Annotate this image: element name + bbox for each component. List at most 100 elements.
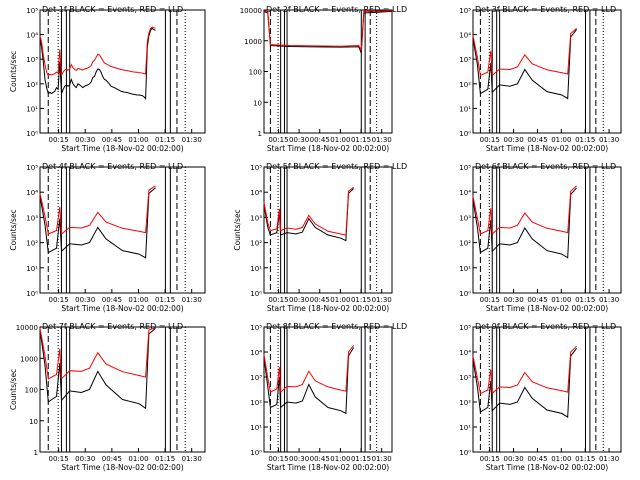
- series-lld-line: [472, 185, 577, 236]
- series-events-line: [263, 10, 393, 54]
- x-axis-label: Start Time (18-Nov-02 00:02:00): [486, 304, 608, 313]
- x-axis-label: Start Time (18-Nov-02 00:02:00): [267, 463, 389, 472]
- x-tick-label: 00:45: [102, 296, 122, 304]
- y-tick-label: 10⁵: [250, 324, 262, 332]
- x-tick-label: 00:45: [527, 296, 547, 304]
- x-tick-label: 00:15: [268, 136, 288, 144]
- series-lld-line: [39, 327, 156, 380]
- x-tick-label: 01:00: [128, 455, 148, 463]
- plot-frame: [263, 326, 393, 453]
- x-tick-label: 00:30: [503, 455, 523, 463]
- x-tick-label: 00:45: [102, 136, 122, 144]
- y-tick-label: 10¹: [250, 424, 262, 432]
- x-tick-label: 01:15: [351, 296, 371, 304]
- x-tick-label: 00:30: [289, 455, 309, 463]
- series-events-line: [472, 187, 577, 259]
- y-tick-label: 10⁰: [250, 449, 262, 457]
- y-tick-label: 10⁵: [26, 164, 38, 172]
- x-tick-label: 00:45: [527, 136, 547, 144]
- x-tick-label: 00:15: [49, 296, 69, 304]
- x-tick-label: 00:15: [49, 136, 69, 144]
- panel-title: Det 3f BLACK = Events, RED = LLD: [475, 5, 616, 14]
- y-tick-label: 10²: [250, 240, 262, 248]
- y-axis-label: Counts/sec: [9, 209, 18, 250]
- x-tick-label: 01:30: [372, 136, 392, 144]
- x-tick-label: 01:00: [128, 296, 148, 304]
- panel-title: Det 4f BLACK = Events, RED = LLD: [42, 162, 183, 171]
- series-lld-line: [472, 345, 577, 395]
- series-lld-line: [39, 26, 156, 78]
- y-tick-label: 10⁴: [26, 189, 38, 197]
- y-tick-label: 10⁵: [459, 7, 471, 15]
- series-lld-line: [472, 27, 577, 77]
- x-tick-label: 01:15: [351, 455, 371, 463]
- x-tick-label: 01:00: [551, 455, 571, 463]
- x-tick-label: 01:30: [182, 455, 202, 463]
- x-tick-label: 01:30: [599, 136, 619, 144]
- x-tick-label: 01:30: [182, 296, 202, 304]
- y-tick-label: 10³: [459, 56, 471, 64]
- y-tick-label: 1000: [20, 355, 38, 363]
- panel-det-1: Det 1f BLACK = Events, RED = LLD 10⁰ 10¹ 10…: [9, 5, 206, 153]
- y-tick-label: 10¹: [26, 265, 38, 273]
- panel-det-5: Det 5f BLACK = Events, RED = LLD 10⁰ 10¹ 10…: [233, 162, 407, 313]
- series-events-line: [263, 188, 354, 242]
- y-tick-label: 10000: [16, 324, 38, 332]
- y-tick-label: 10²: [26, 240, 38, 248]
- y-tick-label: 10³: [459, 214, 471, 222]
- x-tick-label: 00:15: [49, 455, 69, 463]
- x-tick-label: 00:30: [75, 296, 95, 304]
- x-tick-label: 01:00: [128, 136, 148, 144]
- x-tick-label: 00:15: [480, 455, 500, 463]
- y-tick-label: 10: [29, 418, 38, 426]
- panel-det-4: Det 4f BLACK = Events, RED = LLD 10⁰ 10¹ 10…: [9, 162, 206, 313]
- x-tick-label: 00:45: [527, 455, 547, 463]
- series-lld-line: [263, 10, 393, 52]
- x-axis-label: Start Time (18-Nov-02 00:02:00): [61, 144, 183, 153]
- panel-title: Det 2f BLACK = Events, RED = LLD: [266, 5, 407, 14]
- x-tick-label: 00:45: [310, 296, 330, 304]
- y-tick-label: 1000: [244, 38, 262, 46]
- series-events-line: [39, 27, 156, 100]
- y-tick-label: 10⁰: [26, 130, 38, 138]
- x-tick-label: 01:15: [575, 296, 595, 304]
- y-axis-label: Counts/sec: [9, 51, 18, 92]
- panel-det-6: Det 6f BLACK = Events, RED = LLD 10⁰ 10¹ 10…: [459, 162, 622, 313]
- y-tick-label: 10⁵: [250, 164, 262, 172]
- plot-frame: [39, 9, 206, 134]
- y-tick-label: 10¹: [459, 265, 471, 273]
- x-tick-label: 00:45: [102, 455, 122, 463]
- y-tick-label: 10000: [240, 7, 262, 15]
- series-events-line: [39, 187, 156, 259]
- x-tick-label: 01:00: [551, 296, 571, 304]
- y-tick-label: 10⁰: [26, 290, 38, 298]
- y-tick-label: 10²: [459, 240, 471, 248]
- x-tick-label: 00:30: [75, 455, 95, 463]
- series-events-line: [472, 347, 577, 418]
- x-axis-label: Start Time (18-Nov-02 00:02:00): [486, 144, 608, 153]
- y-tick-label: 10⁴: [459, 32, 471, 40]
- y-tick-label: 10¹: [250, 265, 262, 273]
- series-lld-line: [263, 345, 354, 394]
- x-tick-label: 00:15: [480, 296, 500, 304]
- x-tick-label: 00:30: [289, 296, 309, 304]
- y-tick-label: 10²: [459, 399, 471, 407]
- plot-frame: [472, 326, 622, 453]
- x-tick-label: 01:30: [599, 296, 619, 304]
- series-events-line: [263, 347, 355, 415]
- panel-title: Det 5f BLACK = Events, RED = LLD: [266, 162, 407, 171]
- x-tick-label: 00:30: [289, 136, 309, 144]
- x-tick-label: 01:15: [155, 136, 175, 144]
- x-tick-label: 00:15: [268, 296, 288, 304]
- y-tick-label: 100: [249, 69, 262, 77]
- panel-title: Det 1f BLACK = Events, RED = LLD: [42, 5, 183, 14]
- y-axis-label: Counts/sec: [233, 209, 242, 250]
- y-tick-label: 1: [258, 130, 262, 138]
- y-tick-label: 10⁰: [459, 290, 471, 298]
- y-tick-label: 100: [25, 387, 38, 395]
- y-tick-label: 10⁵: [26, 7, 38, 15]
- y-tick-label: 10⁰: [459, 449, 471, 457]
- y-tick-label: 10³: [459, 374, 471, 382]
- x-tick-label: 00:30: [503, 136, 523, 144]
